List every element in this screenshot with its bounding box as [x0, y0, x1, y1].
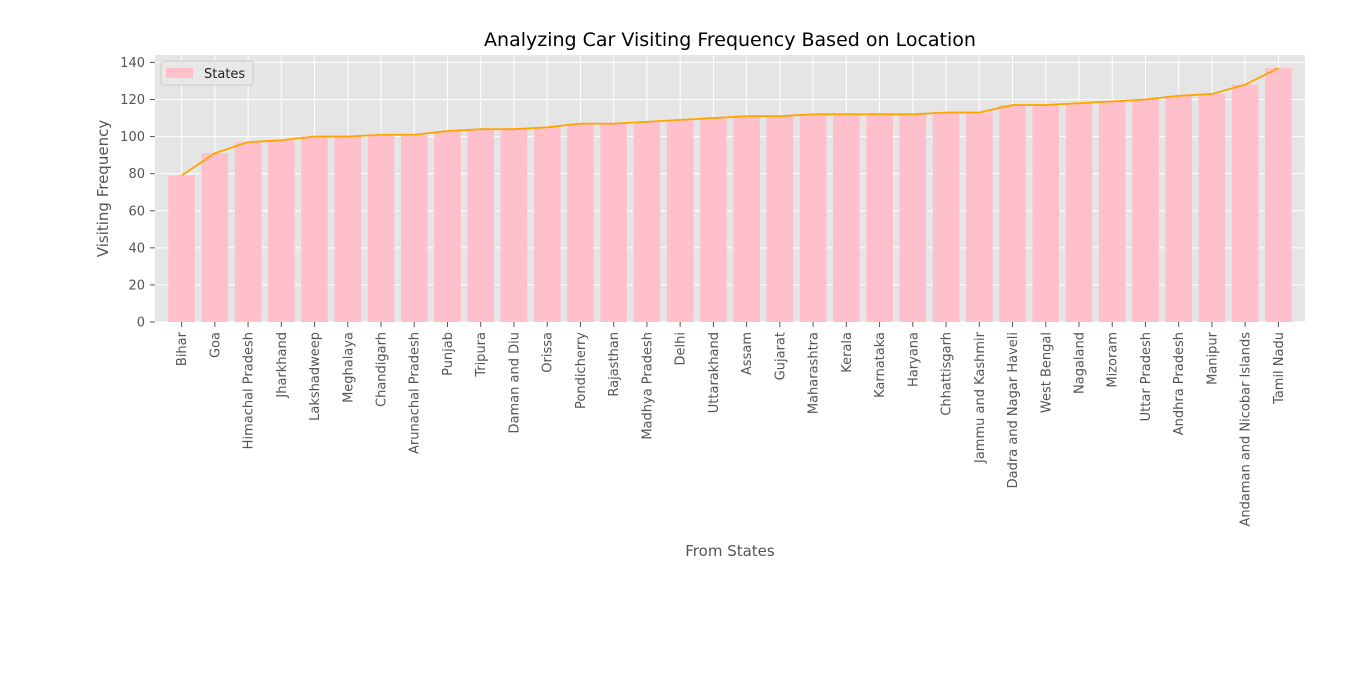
x-tick-label: Madhya Pradesh [640, 332, 655, 440]
bar [733, 116, 760, 322]
bar [1265, 67, 1292, 323]
trend-line [181, 67, 1279, 177]
y-axis-ticks: 0 20 40 60 80 100 120 140 [120, 56, 155, 331]
bar [1032, 105, 1060, 322]
bar [1098, 101, 1126, 323]
bar [833, 114, 860, 322]
chart-title: Analyzing Car Visiting Frequency Based o… [484, 29, 976, 51]
x-tick-label: Lakshadweep [308, 332, 323, 421]
x-tick-label: Chhattisgarh [940, 332, 955, 416]
x-tick-label: Chandigarh [375, 332, 390, 407]
x-tick-label: Rajasthan [607, 332, 622, 397]
x-tick-label: Daman and Diu [507, 332, 522, 433]
x-tick-label: Bihar [175, 331, 190, 366]
bar [866, 114, 893, 322]
legend-label: States [204, 67, 245, 82]
x-tick-label: Nagaland [1072, 332, 1087, 394]
bar [1132, 99, 1159, 322]
x-tick-label: Delhi [674, 332, 689, 365]
bar [766, 116, 794, 322]
bar [467, 129, 495, 322]
bar [367, 134, 395, 322]
y-tick-label: 40 [128, 241, 145, 256]
bar [899, 114, 927, 322]
bar [1065, 103, 1093, 322]
bar [567, 123, 594, 323]
bar [533, 127, 561, 322]
legend: States [160, 60, 254, 86]
y-tick-label: 60 [128, 204, 145, 219]
x-tick-label: Andhra Pradesh [1172, 332, 1187, 435]
x-tick-label: Uttar Pradesh [1139, 332, 1154, 421]
bar [268, 140, 295, 322]
y-tick-label: 20 [128, 278, 145, 293]
x-tick-label: Dadra and Nagar Haveli [1006, 332, 1021, 488]
bar [334, 136, 362, 322]
bar [201, 153, 229, 322]
x-tick-label: Karnataka [873, 332, 888, 398]
x-tick-label: Tripura [474, 332, 489, 378]
x-tick-label: Assam [740, 332, 755, 375]
bar [434, 131, 461, 322]
x-axis-ticks: Bihar Goa Himachal Pradesh Jharkhand Lakshad… [175, 322, 1287, 527]
bar [932, 112, 960, 323]
bars [168, 67, 1292, 323]
x-tick-label: Meghalaya [341, 332, 356, 403]
x-tick-label: Orissa [541, 332, 556, 373]
y-axis-label: Visiting Frequency [94, 120, 112, 258]
bar [301, 136, 328, 322]
y-tick-label: 100 [120, 130, 145, 145]
bar [999, 105, 1026, 322]
bar [799, 114, 827, 322]
bar [700, 118, 727, 323]
x-tick-label: Arunachal Pradesh [408, 332, 423, 454]
x-tick-label: Andaman and Nicobar Islands [1239, 332, 1254, 527]
y-tick-label: 80 [128, 167, 145, 182]
x-tick-label: Tamil Nadu [1272, 332, 1287, 405]
bar [600, 123, 627, 323]
bar [1198, 93, 1226, 322]
x-tick-label: Maharashtra [807, 332, 822, 414]
x-tick-label: Goa [208, 332, 223, 358]
x-axis-label: From States [685, 542, 775, 560]
x-tick-label: Kerala [840, 332, 855, 373]
y-tick-label: 120 [120, 93, 145, 108]
trend-line-layer [181, 67, 1279, 177]
bar [168, 175, 195, 322]
x-tick-label: Himachal Pradesh [242, 332, 257, 449]
y-tick-label: 140 [120, 56, 145, 71]
x-tick-label: Uttarakhand [707, 332, 722, 413]
bar [633, 121, 661, 322]
bar [1165, 95, 1192, 323]
bar [234, 142, 262, 322]
legend-swatch [166, 68, 193, 78]
bar [1231, 84, 1259, 323]
bar [965, 112, 993, 323]
bar [400, 134, 428, 322]
bar [500, 129, 528, 322]
bar [666, 119, 694, 322]
x-tick-label: Pondicherry [574, 332, 589, 409]
y-tick-label: 0 [137, 316, 145, 331]
x-tick-label: Jammu and Kashmir [973, 331, 988, 464]
x-tick-label: Manipur [1205, 331, 1220, 385]
x-tick-label: West Bengal [1039, 332, 1054, 413]
x-tick-label: Mizoram [1106, 332, 1121, 388]
legend-box [160, 60, 254, 86]
x-tick-label: Gujarat [773, 332, 788, 380]
x-tick-label: Haryana [906, 332, 921, 387]
x-tick-label: Jharkhand [275, 332, 290, 399]
x-tick-label: Punjab [441, 332, 456, 376]
